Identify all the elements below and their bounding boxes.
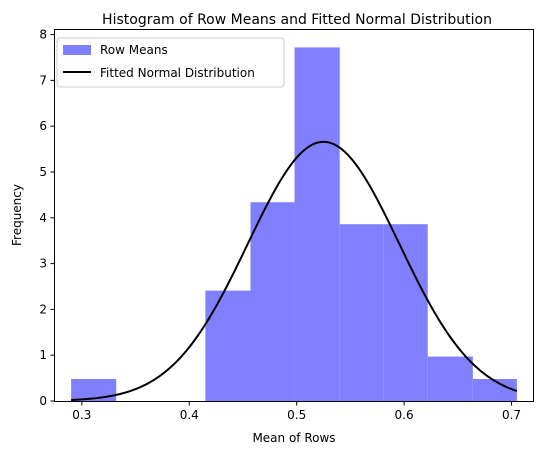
legend-swatch-row-means <box>63 45 91 55</box>
histogram-bar <box>339 224 384 401</box>
chart-title: Histogram of Row Means and Fitted Normal… <box>102 12 492 28</box>
y-tick-label: 7 <box>39 73 47 87</box>
histogram-bars <box>71 47 517 402</box>
fitted-normal-curve <box>71 140 518 401</box>
histogram-bar <box>472 379 517 401</box>
y-axis-label: Frequency <box>10 184 24 246</box>
y-tick-label: 6 <box>39 119 47 133</box>
histogram-bar <box>205 290 251 401</box>
y-tick-label: 8 <box>39 28 47 42</box>
y-tick-label: 2 <box>39 302 47 316</box>
histogram-bar <box>250 202 295 401</box>
fitted-curve-layer <box>71 140 518 401</box>
histogram-bar <box>294 47 340 402</box>
y-tick-label: 0 <box>39 394 47 408</box>
x-tick-label: 0.6 <box>395 408 414 422</box>
legend-label-row-means: Row Means <box>100 43 168 57</box>
x-tick-label: 0.4 <box>180 408 199 422</box>
y-axis-ticks: 0 1 2 3 4 5 6 7 8 <box>39 28 55 408</box>
legend-label-normal-fit: Fitted Normal Distribution <box>100 66 255 80</box>
histogram-bar <box>427 356 473 401</box>
y-tick-label: 3 <box>39 257 47 271</box>
histogram-bar <box>383 224 428 401</box>
x-axis-label: Mean of Rows <box>252 431 335 445</box>
y-tick-label: 5 <box>39 165 47 179</box>
legend: Row Means Fitted Normal Distribution <box>56 37 285 88</box>
x-tick-label: 0.7 <box>502 408 521 422</box>
y-tick-label: 1 <box>39 348 47 362</box>
x-tick-label: 0.3 <box>72 408 91 422</box>
histogram-bar <box>71 379 117 401</box>
legend-box <box>56 37 285 88</box>
x-tick-label: 0.5 <box>287 408 306 422</box>
plot-frame <box>54 29 534 402</box>
y-tick-label: 4 <box>39 211 47 225</box>
x-axis-ticks: 0.3 0.4 0.5 0.6 0.7 <box>72 401 521 422</box>
